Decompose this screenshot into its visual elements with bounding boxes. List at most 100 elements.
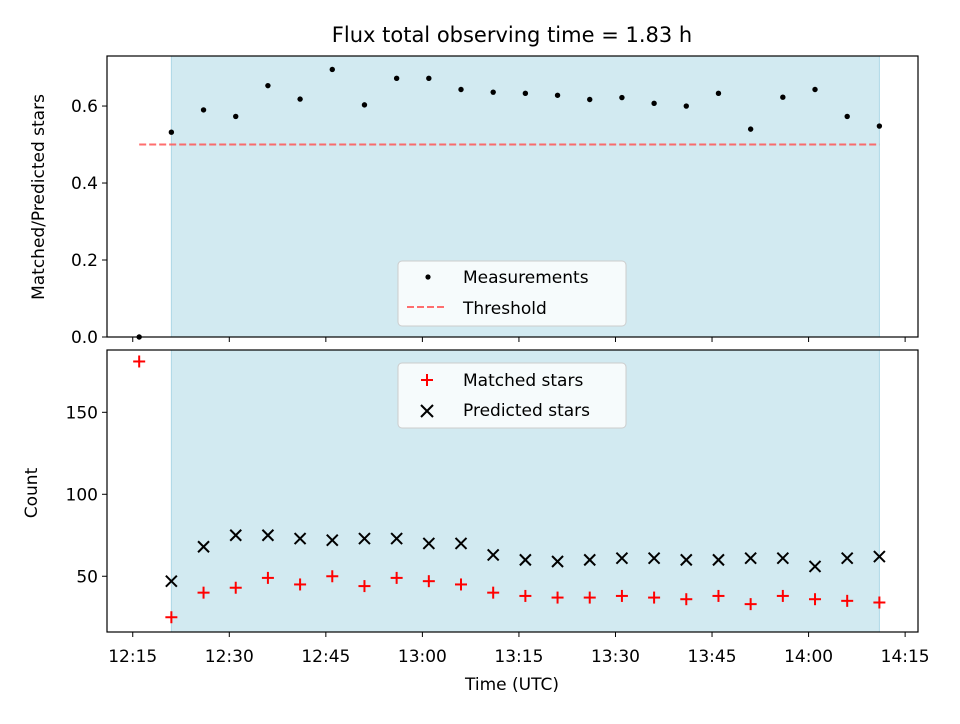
bottom-y-axis-label: Count xyxy=(22,467,42,518)
top-measurements-point xyxy=(715,90,722,97)
bottom-predicted-stars-point xyxy=(454,537,468,550)
top-measurements-point xyxy=(844,113,850,120)
x-tick-label: 12:30 xyxy=(205,647,254,667)
bottom-matched-stars-point xyxy=(809,593,822,606)
x-tick-label: 14:00 xyxy=(784,647,833,667)
x-tick-label: 13:15 xyxy=(494,647,543,667)
bottom-matched-stars-point xyxy=(455,578,468,591)
chart-title: Flux total observing time = 1.83 h xyxy=(332,23,692,47)
top-measurements-point xyxy=(876,123,883,129)
bottom-matched-stars-point xyxy=(712,589,725,602)
bottom-predicted-stars-point xyxy=(583,553,596,567)
top-y-tick-label: 0.6 xyxy=(71,97,98,117)
top-measurements-point xyxy=(747,126,754,132)
x-tick-label: 13:00 xyxy=(398,647,447,667)
bottom-predicted-stars-point xyxy=(197,540,210,553)
top-measurements-point xyxy=(651,100,657,107)
bottom-predicted-stars-point xyxy=(326,533,339,547)
bottom-y-tick-label: 150 xyxy=(66,403,98,423)
bottom-predicted-stars-point xyxy=(615,552,629,565)
bottom-predicted-stars-point xyxy=(293,532,307,545)
top-measurements-point xyxy=(619,94,625,101)
top-measurements-point xyxy=(168,129,175,135)
top-measurements-point xyxy=(136,334,142,340)
top-measurements-point xyxy=(458,86,464,93)
top-measurements-point xyxy=(812,86,818,93)
bottom-predicted-stars-point xyxy=(229,529,242,542)
top-measurements-point xyxy=(683,103,689,109)
top-y-tick-label: 0.2 xyxy=(71,251,98,271)
bottom-matched-stars-point xyxy=(165,611,178,624)
bottom-legend: Matched stars Predicted stars xyxy=(397,362,627,429)
top-measurements-point xyxy=(265,82,271,89)
bottom-matched-stars-point xyxy=(197,586,210,599)
top-measurements-point xyxy=(329,66,335,73)
bottom-y-tick-label: 50 xyxy=(76,567,98,587)
top-measurements-point xyxy=(200,107,207,113)
bottom-predicted-stars-point xyxy=(647,552,661,565)
bottom-predicted-stars-point xyxy=(165,574,178,588)
bottom-predicted-stars-point xyxy=(519,553,532,567)
bottom-legend-box xyxy=(397,362,627,429)
x-tick-label: 12:45 xyxy=(301,647,350,667)
legend-predicted-marker xyxy=(420,404,434,418)
top-measurements-point xyxy=(393,75,400,82)
top-y-tick-label: 0.4 xyxy=(71,174,98,194)
top-y-tick-label: 0.0 xyxy=(71,328,98,348)
bottom-predicted-stars-point xyxy=(486,548,500,562)
top-measurements-point xyxy=(587,96,593,103)
top-y-axis-label: Matched/Predicted stars xyxy=(29,94,49,300)
legend-predicted-label: Predicted stars xyxy=(463,401,590,421)
legend-measurements-marker xyxy=(425,274,431,280)
legend-matched-label: Matched stars xyxy=(463,371,583,391)
bottom-matched-stars-point xyxy=(648,591,661,604)
bottom-matched-stars-point xyxy=(680,593,693,606)
legend-matched-marker xyxy=(421,374,433,386)
top-measurements-point xyxy=(361,102,368,108)
bottom-predicted-stars-point xyxy=(776,552,790,565)
top-measurements-point xyxy=(554,92,561,98)
bottom-matched-stars-point xyxy=(487,586,500,599)
top-measurements-point xyxy=(780,94,786,100)
legend-threshold-label: Threshold xyxy=(462,299,547,319)
top-legend: Measurements Threshold xyxy=(397,260,627,327)
bottom-predicted-stars-point xyxy=(422,537,436,550)
bottom-matched-stars-point xyxy=(615,589,628,602)
bottom-matched-stars-point xyxy=(551,591,564,604)
bottom-predicted-stars-point xyxy=(551,555,564,568)
top-legend-box xyxy=(397,260,627,327)
bottom-predicted-stars-point xyxy=(744,552,757,565)
bottom-axes-frame xyxy=(106,349,919,633)
bottom-matched-stars-point xyxy=(261,571,274,584)
x-tick-label: 13:45 xyxy=(688,647,737,667)
bottom-predicted-stars-point xyxy=(840,552,854,565)
bottom-matched-stars-point xyxy=(229,581,242,594)
bottom-matched-stars-point xyxy=(519,589,532,602)
bottom-predicted-stars-point xyxy=(358,532,371,545)
bottom-y-tick-label: 100 xyxy=(66,485,98,505)
bottom-matched-stars-point xyxy=(390,571,403,584)
bottom-matched-stars-point xyxy=(294,578,307,591)
bottom-predicted-stars-point xyxy=(808,560,822,573)
top-measurements-point xyxy=(233,113,239,120)
top-measurements-point xyxy=(522,90,529,97)
bottom-predicted-stars-point xyxy=(712,553,725,567)
x-tick-label: 12:15 xyxy=(108,647,157,667)
top-measurements-point xyxy=(490,89,496,95)
bottom-matched-stars-point xyxy=(133,355,146,368)
bottom-matched-stars-point xyxy=(358,580,371,593)
x-tick-label: 13:30 xyxy=(591,647,640,667)
bottom-matched-stars-point xyxy=(841,594,854,607)
top-axes-frame xyxy=(106,55,919,338)
bottom-matched-stars-point xyxy=(583,591,596,604)
x-tick-label: 14:15 xyxy=(881,647,930,667)
top-measurements-point xyxy=(426,75,432,82)
bottom-predicted-stars-point xyxy=(390,532,403,545)
bottom-predicted-stars-point xyxy=(680,553,693,567)
top-measurements-point xyxy=(297,96,303,102)
bottom-matched-stars-point xyxy=(326,570,339,583)
bottom-matched-stars-point xyxy=(776,589,789,602)
legend-measurements-label: Measurements xyxy=(463,268,589,288)
bottom-panel: 50 100 150 12:15 12:30 12:45 13:00 13:15 13:30 13… xyxy=(66,349,930,667)
